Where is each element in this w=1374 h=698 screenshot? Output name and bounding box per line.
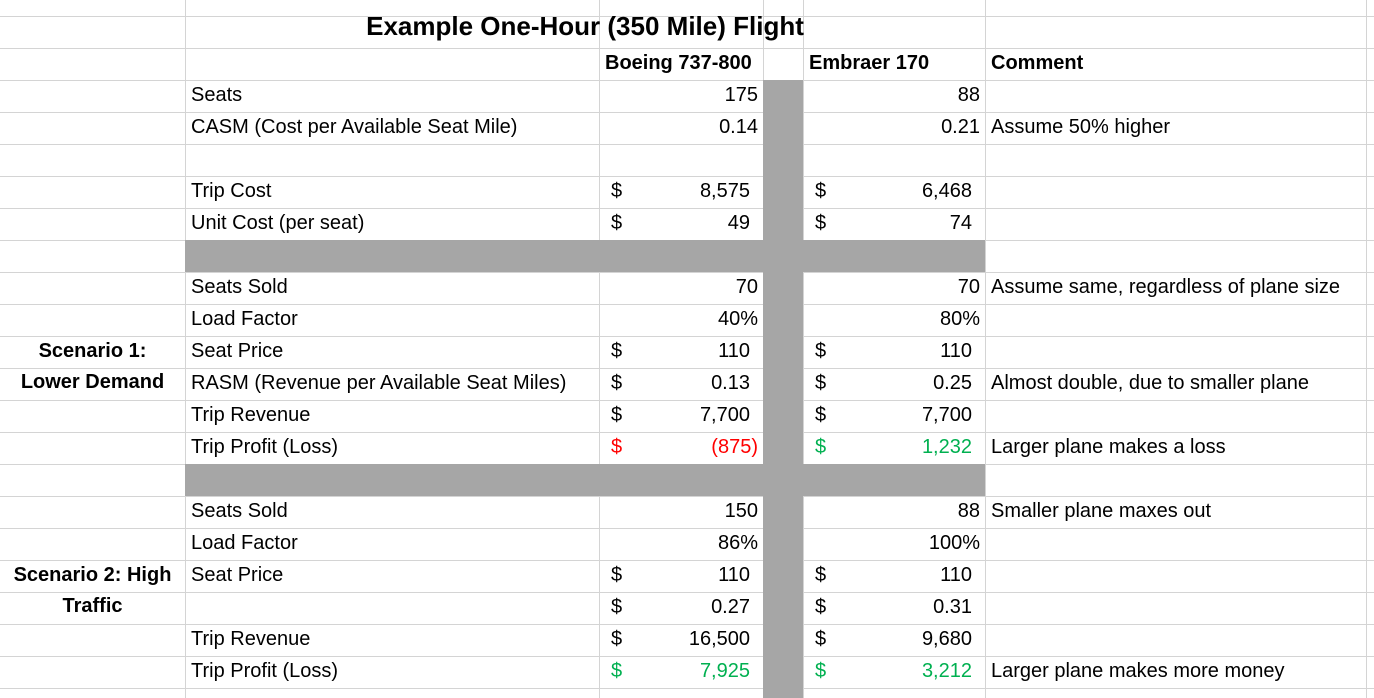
embraer-casm: 0.21 <box>941 116 980 138</box>
s1-comment-rasm: Almost double, due to smaller plane <box>991 372 1309 394</box>
scenario1-title-line1: Scenario 1: <box>38 340 147 362</box>
s1-embraer-seat-price: 110 <box>940 340 972 362</box>
label-seats: Seats <box>191 84 243 106</box>
s1-boeing-trip-revenue: 7,700 <box>699 404 750 426</box>
sheet-title: Example One-Hour (350 Mile) Flight <box>366 11 804 41</box>
currency-symbol: $ <box>815 628 827 650</box>
s2-boeing-seat-price: 110 <box>718 564 750 586</box>
s1-label-trip-profit: Trip Profit (Loss) <box>191 436 339 458</box>
currency-symbol: $ <box>611 180 623 202</box>
currency-symbol: $ <box>815 596 827 618</box>
s2-boeing-trip-revenue: 16,500 <box>688 628 750 650</box>
s1-embraer-trip-revenue: 7,700 <box>921 404 972 426</box>
s1-label-load-factor: Load Factor <box>191 308 298 330</box>
s2-boeing-load-factor: 86% <box>717 532 758 554</box>
gray-band-vertical <box>763 80 803 698</box>
s2-label-seats-sold: Seats Sold <box>191 500 288 522</box>
header-comment: Comment <box>991 52 1084 74</box>
currency-symbol: $ <box>815 180 827 202</box>
s2-label-trip-revenue: Trip Revenue <box>191 628 311 650</box>
s2-boeing-seats-sold: 150 <box>724 500 758 522</box>
s1-boeing-trip-profit: (875) <box>711 436 758 458</box>
currency-symbol: $ <box>815 340 827 362</box>
currency-symbol: $ <box>611 660 623 682</box>
s2-embraer-trip-revenue: 9,680 <box>921 628 972 650</box>
currency-symbol: $ <box>611 372 623 394</box>
s1-boeing-rasm: 0.13 <box>711 372 750 394</box>
s2-label-rasm <box>185 592 599 624</box>
comment-casm: Assume 50% higher <box>991 116 1170 138</box>
boeing-seats: 175 <box>724 84 758 106</box>
scenario2-title-line1: Scenario 2: High <box>13 564 172 586</box>
currency-symbol: $ <box>815 564 827 586</box>
boeing-trip-cost: 8,575 <box>699 180 750 202</box>
gray-band-top <box>185 240 985 272</box>
gray-band-middle <box>185 464 985 496</box>
s2-comment-trip-profit: Larger plane makes more money <box>991 660 1285 682</box>
label-trip-cost: Trip Cost <box>191 180 272 202</box>
s2-comment-seats-sold: Smaller plane maxes out <box>991 500 1212 522</box>
s2-embraer-trip-profit: 3,212 <box>921 660 972 682</box>
s2-embraer-rasm: 0.31 <box>933 596 972 618</box>
currency-symbol: $ <box>611 564 623 586</box>
s1-comment-seats-sold: Assume same, regardless of plane size <box>991 276 1341 298</box>
s1-label-rasm: RASM (Revenue per Available Seat Miles) <box>191 372 567 394</box>
embraer-seats: 88 <box>957 84 980 106</box>
scenario2-title: Scenario 2: High Traffic <box>0 560 185 624</box>
currency-symbol: $ <box>611 596 623 618</box>
s1-embraer-trip-profit: 1,232 <box>921 436 972 458</box>
s1-embraer-seats-sold: 70 <box>957 276 980 298</box>
boeing-casm: 0.14 <box>719 116 758 138</box>
label-casm: CASM (Cost per Available Seat Mile) <box>191 116 518 138</box>
boeing-unit-cost: 49 <box>727 212 750 234</box>
s2-label-seat-price: Seat Price <box>191 564 284 586</box>
currency-symbol: $ <box>815 372 827 394</box>
s2-label-trip-profit: Trip Profit (Loss) <box>191 660 339 682</box>
currency-symbol: $ <box>815 404 827 426</box>
s1-boeing-seat-price: 110 <box>718 340 750 362</box>
s2-embraer-seats-sold: 88 <box>957 500 980 522</box>
currency-symbol: $ <box>611 628 623 650</box>
s2-embraer-load-factor: 100% <box>928 532 980 554</box>
scenario1-title: Scenario 1: Lower Demand <box>0 336 185 400</box>
s1-label-seat-price: Seat Price <box>191 340 284 362</box>
label-unit-cost: Unit Cost (per seat) <box>191 212 365 234</box>
currency-symbol: $ <box>815 212 827 234</box>
s2-embraer-seat-price: 110 <box>940 564 972 586</box>
s1-label-seats-sold: Seats Sold <box>191 276 288 298</box>
currency-symbol: $ <box>611 212 623 234</box>
header-embraer: Embraer 170 <box>809 52 930 74</box>
s1-label-trip-revenue: Trip Revenue <box>191 404 311 426</box>
s1-embraer-load-factor: 80% <box>939 308 980 330</box>
embraer-trip-cost: 6,468 <box>921 180 972 202</box>
currency-symbol: $ <box>815 660 827 682</box>
currency-symbol: $ <box>611 436 623 458</box>
currency-symbol: $ <box>815 436 827 458</box>
s2-label-load-factor: Load Factor <box>191 532 298 554</box>
currency-symbol: $ <box>611 404 623 426</box>
s1-embraer-rasm: 0.25 <box>933 372 972 394</box>
s1-boeing-seats-sold: 70 <box>735 276 758 298</box>
s2-boeing-trip-profit: 7,925 <box>699 660 750 682</box>
embraer-unit-cost: 74 <box>949 212 972 234</box>
s1-comment-trip-profit: Larger plane makes a loss <box>991 436 1226 458</box>
currency-symbol: $ <box>611 340 623 362</box>
scenario1-title-line2: Lower Demand <box>20 371 165 393</box>
scenario2-title-line2: Traffic <box>62 595 123 617</box>
s1-boeing-load-factor: 40% <box>717 308 758 330</box>
s2-boeing-rasm: 0.27 <box>711 596 750 618</box>
header-boeing: Boeing 737-800 <box>605 52 752 74</box>
